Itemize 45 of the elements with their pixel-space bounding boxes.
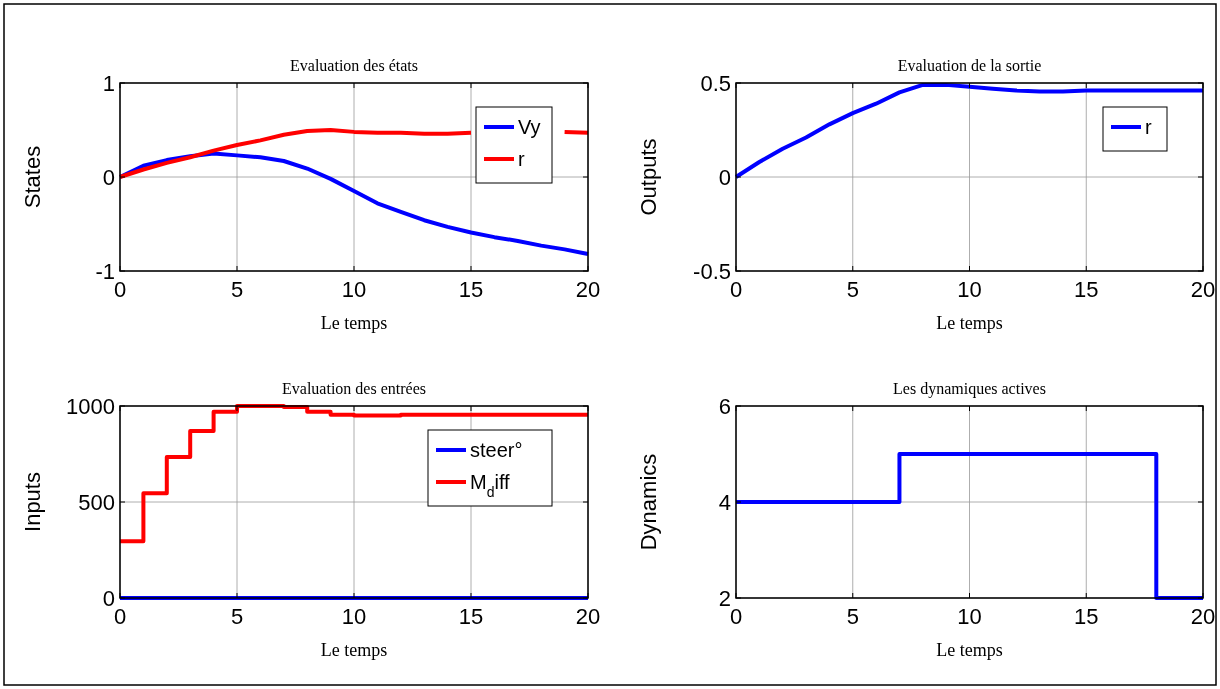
x-tick-label: 5 — [846, 277, 859, 302]
y-tick-label: 1000 — [66, 393, 115, 419]
x-tick-label: 5 — [230, 604, 244, 629]
x-tick-label: 15 — [458, 277, 484, 302]
x-axis-title: Le temps — [320, 640, 388, 660]
chart-title: Evaluation des entrées — [282, 380, 426, 397]
y-axis-title: States — [20, 145, 45, 209]
legend-label: r — [1145, 116, 1152, 138]
x-tick-label: 5 — [846, 604, 859, 629]
x-tick-label: 20 — [1190, 277, 1216, 302]
chart-title: Les dynamiques actives — [893, 380, 1046, 398]
x-tick-label: 10 — [957, 277, 982, 302]
y-tick-label: 2 — [718, 585, 731, 611]
chart-title: Evaluation des états — [290, 57, 418, 74]
y-tick-label: 4 — [718, 489, 731, 515]
x-tick-label: 15 — [458, 604, 484, 629]
y-tick-label: -0.5 — [693, 258, 731, 284]
chart-title: Evaluation de la sortie — [897, 57, 1042, 74]
x-axis-title: Le temps — [936, 640, 1003, 660]
x-tick-label: 20 — [1190, 604, 1216, 629]
y-tick-label: 0 — [102, 164, 115, 190]
y-tick-label: 6 — [718, 393, 731, 419]
x-tick-label: 10 — [957, 604, 982, 629]
y-tick-label: 500 — [78, 489, 115, 515]
x-axis-title: Le temps — [936, 313, 1003, 333]
x-tick-label: 20 — [575, 277, 601, 302]
legend-label: r — [518, 148, 525, 170]
y-tick-label: 1 — [102, 70, 115, 96]
y-axis-title: Inputs — [20, 472, 45, 532]
legend-label: M$_{d}$iff — [470, 471, 511, 500]
x-tick-label: 10 — [341, 277, 367, 302]
x-axis-title: Le temps — [320, 313, 388, 333]
x-tick-label: 5 — [230, 277, 244, 302]
y-axis-title: Outputs — [636, 138, 661, 216]
x-tick-label: 10 — [341, 604, 367, 629]
x-tick-label: 15 — [1074, 277, 1099, 302]
x-tick-label: 15 — [1074, 604, 1099, 629]
y-tick-label: -1 — [95, 258, 115, 284]
x-tick-label: 20 — [575, 604, 601, 629]
y-tick-label: 0 — [718, 164, 731, 190]
legend-label: steer° — [470, 439, 523, 461]
y-axis-title: Dynamics — [636, 453, 661, 551]
y-tick-label: 0 — [102, 585, 115, 611]
y-tick-label: 0.5 — [700, 70, 731, 96]
legend-label: Vy — [518, 116, 541, 138]
